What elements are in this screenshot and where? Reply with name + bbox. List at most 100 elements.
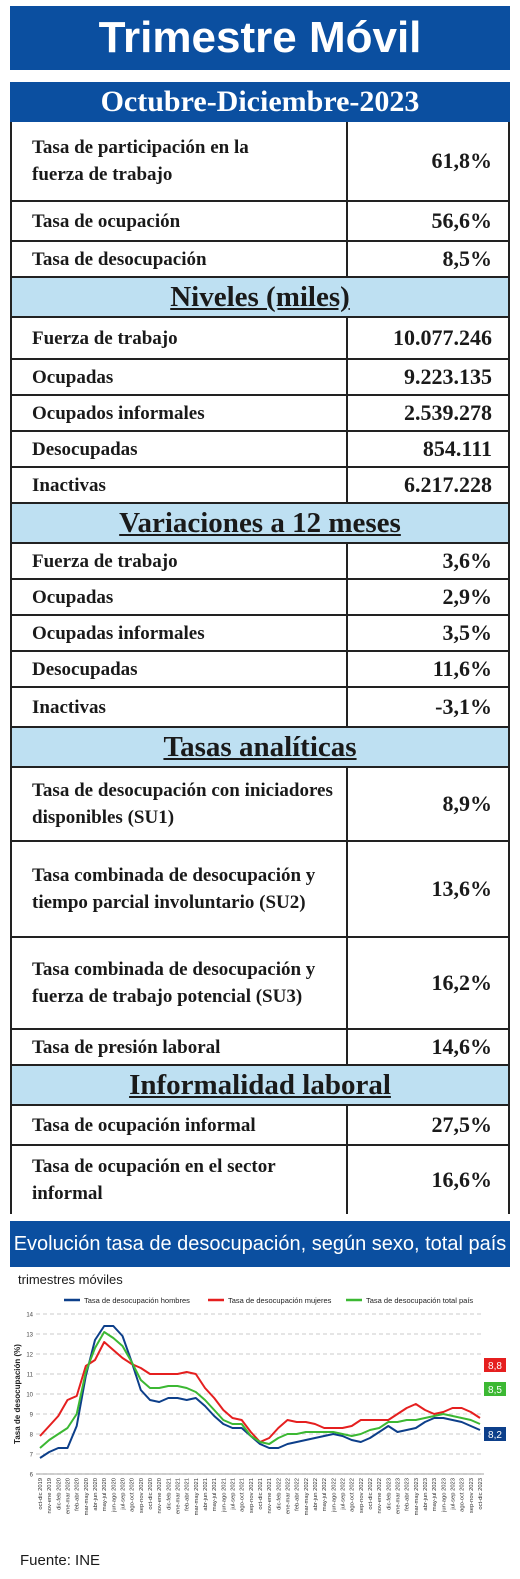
x-tick-label: oct-dic 2021 bbox=[258, 1478, 264, 1510]
x-tick-label: abr-jun 2020 bbox=[93, 1478, 99, 1511]
x-tick-label: oct-dic 2020 bbox=[148, 1478, 154, 1510]
chart-subtitle: trimestres móviles bbox=[18, 1272, 123, 1287]
indicator-label: Ocupadas bbox=[12, 360, 348, 394]
indicator-value: 61,8% bbox=[431, 148, 493, 173]
indicator-label: Tasa de desocupación con iniciadores dis… bbox=[12, 768, 348, 840]
x-tick-label: ene-mar 2023 bbox=[396, 1478, 402, 1514]
x-tick-label: ago-oct 2023 bbox=[460, 1478, 466, 1512]
indicator-value: 2,9% bbox=[442, 584, 493, 609]
indicator-value: 3,5% bbox=[442, 620, 493, 645]
indicator-label: Tasa de ocupación informal bbox=[12, 1106, 348, 1144]
table-row: Tasa de ocupación 56,6% bbox=[12, 202, 508, 242]
indicator-label: Tasa de desocupación bbox=[12, 242, 348, 276]
table-row: Fuerza de trabajo 10.077.246 bbox=[12, 318, 508, 360]
legend-label: Tasa de desocupación hombres bbox=[84, 1296, 190, 1305]
end-value-label: 8,2 bbox=[488, 1430, 502, 1441]
x-tick-label: jun-ago 2021 bbox=[221, 1478, 227, 1513]
x-tick-label: feb-abr 2021 bbox=[185, 1478, 191, 1511]
table-row: Inactivas 6.217.228 bbox=[12, 468, 508, 504]
x-tick-label: oct-dic 2022 bbox=[368, 1478, 374, 1510]
indicator-label: Desocupadas bbox=[12, 432, 348, 466]
section-header-analytic: Tasas analíticas bbox=[12, 728, 508, 768]
x-tick-label: nov-ene 2020 bbox=[157, 1478, 163, 1513]
period-title: Octubre-Diciembre-2023 bbox=[10, 82, 510, 122]
x-tick-label: sep-nov 2021 bbox=[249, 1478, 255, 1513]
indicators-table: Tasa de participación en la fuerza de tr… bbox=[10, 122, 510, 1214]
source-note: Fuente: INE bbox=[20, 1552, 101, 1569]
table-row: Ocupadas informales 3,5% bbox=[12, 616, 508, 652]
indicator-value: 9.223.135 bbox=[404, 364, 492, 389]
indicator-value: 10.077.246 bbox=[393, 325, 492, 350]
x-tick-label: sep-nov 2022 bbox=[359, 1478, 365, 1513]
x-tick-label: jul-sep 2020 bbox=[121, 1478, 127, 1511]
end-value-badge bbox=[484, 1427, 506, 1441]
table-row: Tasa de presión laboral 14,6% bbox=[12, 1030, 508, 1066]
x-tick-label: mar-may 2021 bbox=[194, 1478, 200, 1515]
table-row: Desocupadas 854.111 bbox=[12, 432, 508, 468]
table-row: Fuerza de trabajo 3,6% bbox=[12, 544, 508, 580]
series-line bbox=[39, 1341, 481, 1443]
y-tick-label: 9 bbox=[30, 1413, 34, 1419]
table-row: Tasa de ocupación informal 27,5% bbox=[12, 1106, 508, 1146]
x-tick-label: mar-may 2023 bbox=[414, 1478, 420, 1515]
section-header-variations: Variaciones a 12 meses bbox=[12, 504, 508, 544]
section-header-informality: Informalidad laboral bbox=[12, 1066, 508, 1106]
x-tick-label: feb-abr 2020 bbox=[75, 1478, 81, 1511]
x-tick-label: sep-nov 2020 bbox=[139, 1478, 145, 1513]
indicator-label: Tasa de presión laboral bbox=[12, 1030, 348, 1064]
page-title: Trimestre Móvil bbox=[10, 6, 510, 70]
y-tick-label: 13 bbox=[26, 1333, 33, 1339]
x-tick-label: dic-feb 2021 bbox=[166, 1478, 172, 1510]
indicator-label: Desocupadas bbox=[12, 652, 348, 686]
x-tick-label: dic-feb 2022 bbox=[276, 1478, 282, 1510]
indicator-value: 13,6% bbox=[431, 876, 493, 901]
x-tick-label: abr-jun 2022 bbox=[313, 1478, 319, 1511]
x-tick-label: ago-oct 2021 bbox=[240, 1478, 246, 1512]
x-tick-label: mar-may 2022 bbox=[304, 1478, 310, 1515]
y-tick-label: 10 bbox=[26, 1393, 33, 1399]
x-tick-label: abr-jun 2021 bbox=[203, 1478, 209, 1511]
x-tick-label: jun-ago 2023 bbox=[441, 1478, 447, 1513]
series-line bbox=[39, 1331, 481, 1449]
table-row: Tasa de participación en la fuerza de tr… bbox=[12, 122, 508, 202]
indicator-label: Tasa de ocupación en el sector informal bbox=[12, 1146, 348, 1214]
indicator-value: 11,6% bbox=[432, 656, 492, 681]
indicator-value: -3,1% bbox=[435, 694, 492, 719]
x-tick-label: ago-oct 2022 bbox=[350, 1478, 356, 1512]
indicator-value: 2.539.278 bbox=[404, 400, 492, 425]
indicator-value: 8,9% bbox=[442, 791, 493, 816]
x-tick-label: jul-sep 2023 bbox=[451, 1478, 457, 1511]
y-axis-label: Tasa de desocupación (%) bbox=[13, 1344, 22, 1444]
end-value-badge bbox=[484, 1358, 506, 1372]
y-tick-label: 8 bbox=[30, 1433, 34, 1439]
y-tick-label: 12 bbox=[26, 1353, 33, 1359]
indicator-label: Ocupadas informales bbox=[12, 616, 348, 650]
x-tick-label: feb-abr 2023 bbox=[405, 1478, 411, 1511]
series-line bbox=[39, 1325, 481, 1459]
x-tick-label: sep-nov 2023 bbox=[469, 1478, 475, 1513]
x-tick-label: may-jul 2022 bbox=[322, 1478, 328, 1511]
table-row: Ocupadas 9.223.135 bbox=[12, 360, 508, 396]
y-tick-label: 7 bbox=[30, 1453, 34, 1459]
end-value-badge bbox=[484, 1382, 506, 1396]
section-header-levels: Niveles (miles) bbox=[12, 278, 508, 318]
end-value-label: 8,5 bbox=[488, 1385, 502, 1396]
x-tick-label: may-jul 2020 bbox=[102, 1478, 108, 1511]
x-tick-label: may-jul 2023 bbox=[432, 1478, 438, 1511]
end-value-label: 8,8 bbox=[488, 1361, 502, 1372]
indicator-value: 56,6% bbox=[431, 208, 493, 233]
table-row: Tasa combinada de desocupación y tiempo … bbox=[12, 842, 508, 938]
x-tick-label: may-jul 2021 bbox=[212, 1478, 218, 1511]
x-tick-label: abr-jun 2023 bbox=[423, 1478, 429, 1511]
table-row: Tasa de desocupación con iniciadores dis… bbox=[12, 768, 508, 842]
x-tick-label: ene-mar 2022 bbox=[286, 1478, 292, 1514]
table-row: Desocupadas 11,6% bbox=[12, 652, 508, 688]
indicator-label: Tasa de participación en la fuerza de tr… bbox=[12, 122, 348, 200]
indicator-label: Ocupadas bbox=[12, 580, 348, 614]
unemployment-line-chart: Tasa de desocupación hombres Tasa de deso… bbox=[13, 1296, 506, 1515]
table-row: Tasa de desocupación 8,5% bbox=[12, 242, 508, 278]
legend-label: Tasa de desocupación mujeres bbox=[228, 1296, 332, 1305]
x-tick-label: nov-ene 2022 bbox=[377, 1478, 383, 1513]
indicator-value: 16,2% bbox=[431, 970, 493, 995]
chart-title: Evolución tasa de desocupación, según se… bbox=[10, 1221, 510, 1267]
